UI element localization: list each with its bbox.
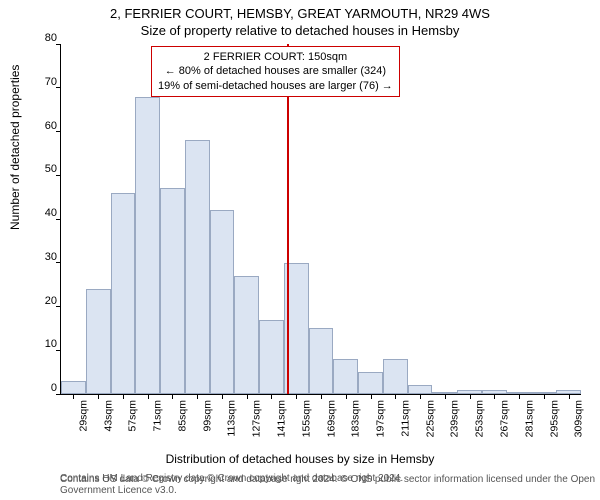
histogram-bar	[61, 381, 86, 394]
x-tick-label: 155sqm	[300, 400, 312, 437]
x-tick-label: 211sqm	[399, 400, 411, 437]
x-tick-label: 183sqm	[350, 400, 362, 437]
x-tick-label: 99sqm	[201, 400, 213, 432]
x-tick-label: 253sqm	[474, 400, 486, 437]
y-tick-label: 30	[33, 251, 57, 263]
x-tick-label: 71sqm	[152, 400, 164, 432]
x-tick-label: 127sqm	[251, 400, 263, 437]
x-tick-label: 225sqm	[424, 400, 436, 437]
histogram-bar	[111, 193, 136, 394]
y-tick-label: 20	[33, 295, 57, 307]
annotation-line: 2 FERRIER COURT: 150sqm	[158, 50, 393, 64]
x-tick-label: 267sqm	[498, 400, 510, 437]
x-tick-label: 239sqm	[449, 400, 461, 437]
histogram-bar	[383, 359, 408, 394]
y-tick-label: 80	[33, 32, 57, 44]
histogram-bar	[333, 359, 358, 394]
x-axis-label: Distribution of detached houses by size …	[0, 452, 600, 466]
x-tick-label: 85sqm	[176, 400, 188, 432]
annotation-box: 2 FERRIER COURT: 150sqm← 80% of detached…	[151, 46, 400, 97]
histogram-bar	[358, 372, 383, 394]
histogram-bar	[234, 276, 259, 394]
plot-area: 0102030405060708029sqm43sqm57sqm71sqm85s…	[60, 44, 581, 395]
x-tick-label: 281sqm	[523, 400, 535, 437]
x-tick-label: 197sqm	[375, 400, 387, 437]
x-tick-label: 43sqm	[102, 400, 114, 432]
footer-line-2: Contains OS data © Crown copyright and d…	[60, 474, 600, 496]
histogram-bar	[408, 385, 433, 394]
title-line-1: 2, FERRIER COURT, HEMSBY, GREAT YARMOUTH…	[0, 6, 600, 21]
x-tick-label: 295sqm	[548, 400, 560, 437]
x-tick-label: 309sqm	[573, 400, 585, 437]
x-tick-label: 141sqm	[275, 400, 287, 437]
y-tick-label: 60	[33, 120, 57, 132]
annotation-line: 19% of semi-detached houses are larger (…	[158, 79, 393, 93]
x-tick-label: 29sqm	[77, 400, 89, 432]
y-tick-label: 70	[33, 76, 57, 88]
histogram-bar	[86, 289, 111, 394]
y-tick-label: 0	[33, 382, 57, 394]
histogram-bar	[135, 97, 160, 395]
x-tick-label: 113sqm	[226, 400, 238, 437]
histogram-bar	[210, 210, 235, 394]
y-tick-label: 10	[33, 338, 57, 350]
histogram-bar	[259, 320, 284, 394]
y-tick-label: 50	[33, 163, 57, 175]
histogram-bar	[309, 328, 334, 394]
y-tick-label: 40	[33, 207, 57, 219]
x-tick-label: 169sqm	[325, 400, 337, 437]
title-line-2: Size of property relative to detached ho…	[0, 23, 600, 38]
histogram-bar	[160, 188, 185, 394]
annotation-line: ← 80% of detached houses are smaller (32…	[158, 64, 393, 78]
chart-container: 2, FERRIER COURT, HEMSBY, GREAT YARMOUTH…	[0, 0, 600, 500]
x-tick-label: 57sqm	[127, 400, 139, 432]
histogram-bar	[185, 140, 210, 394]
y-axis-label: Number of detached properties	[8, 65, 22, 230]
